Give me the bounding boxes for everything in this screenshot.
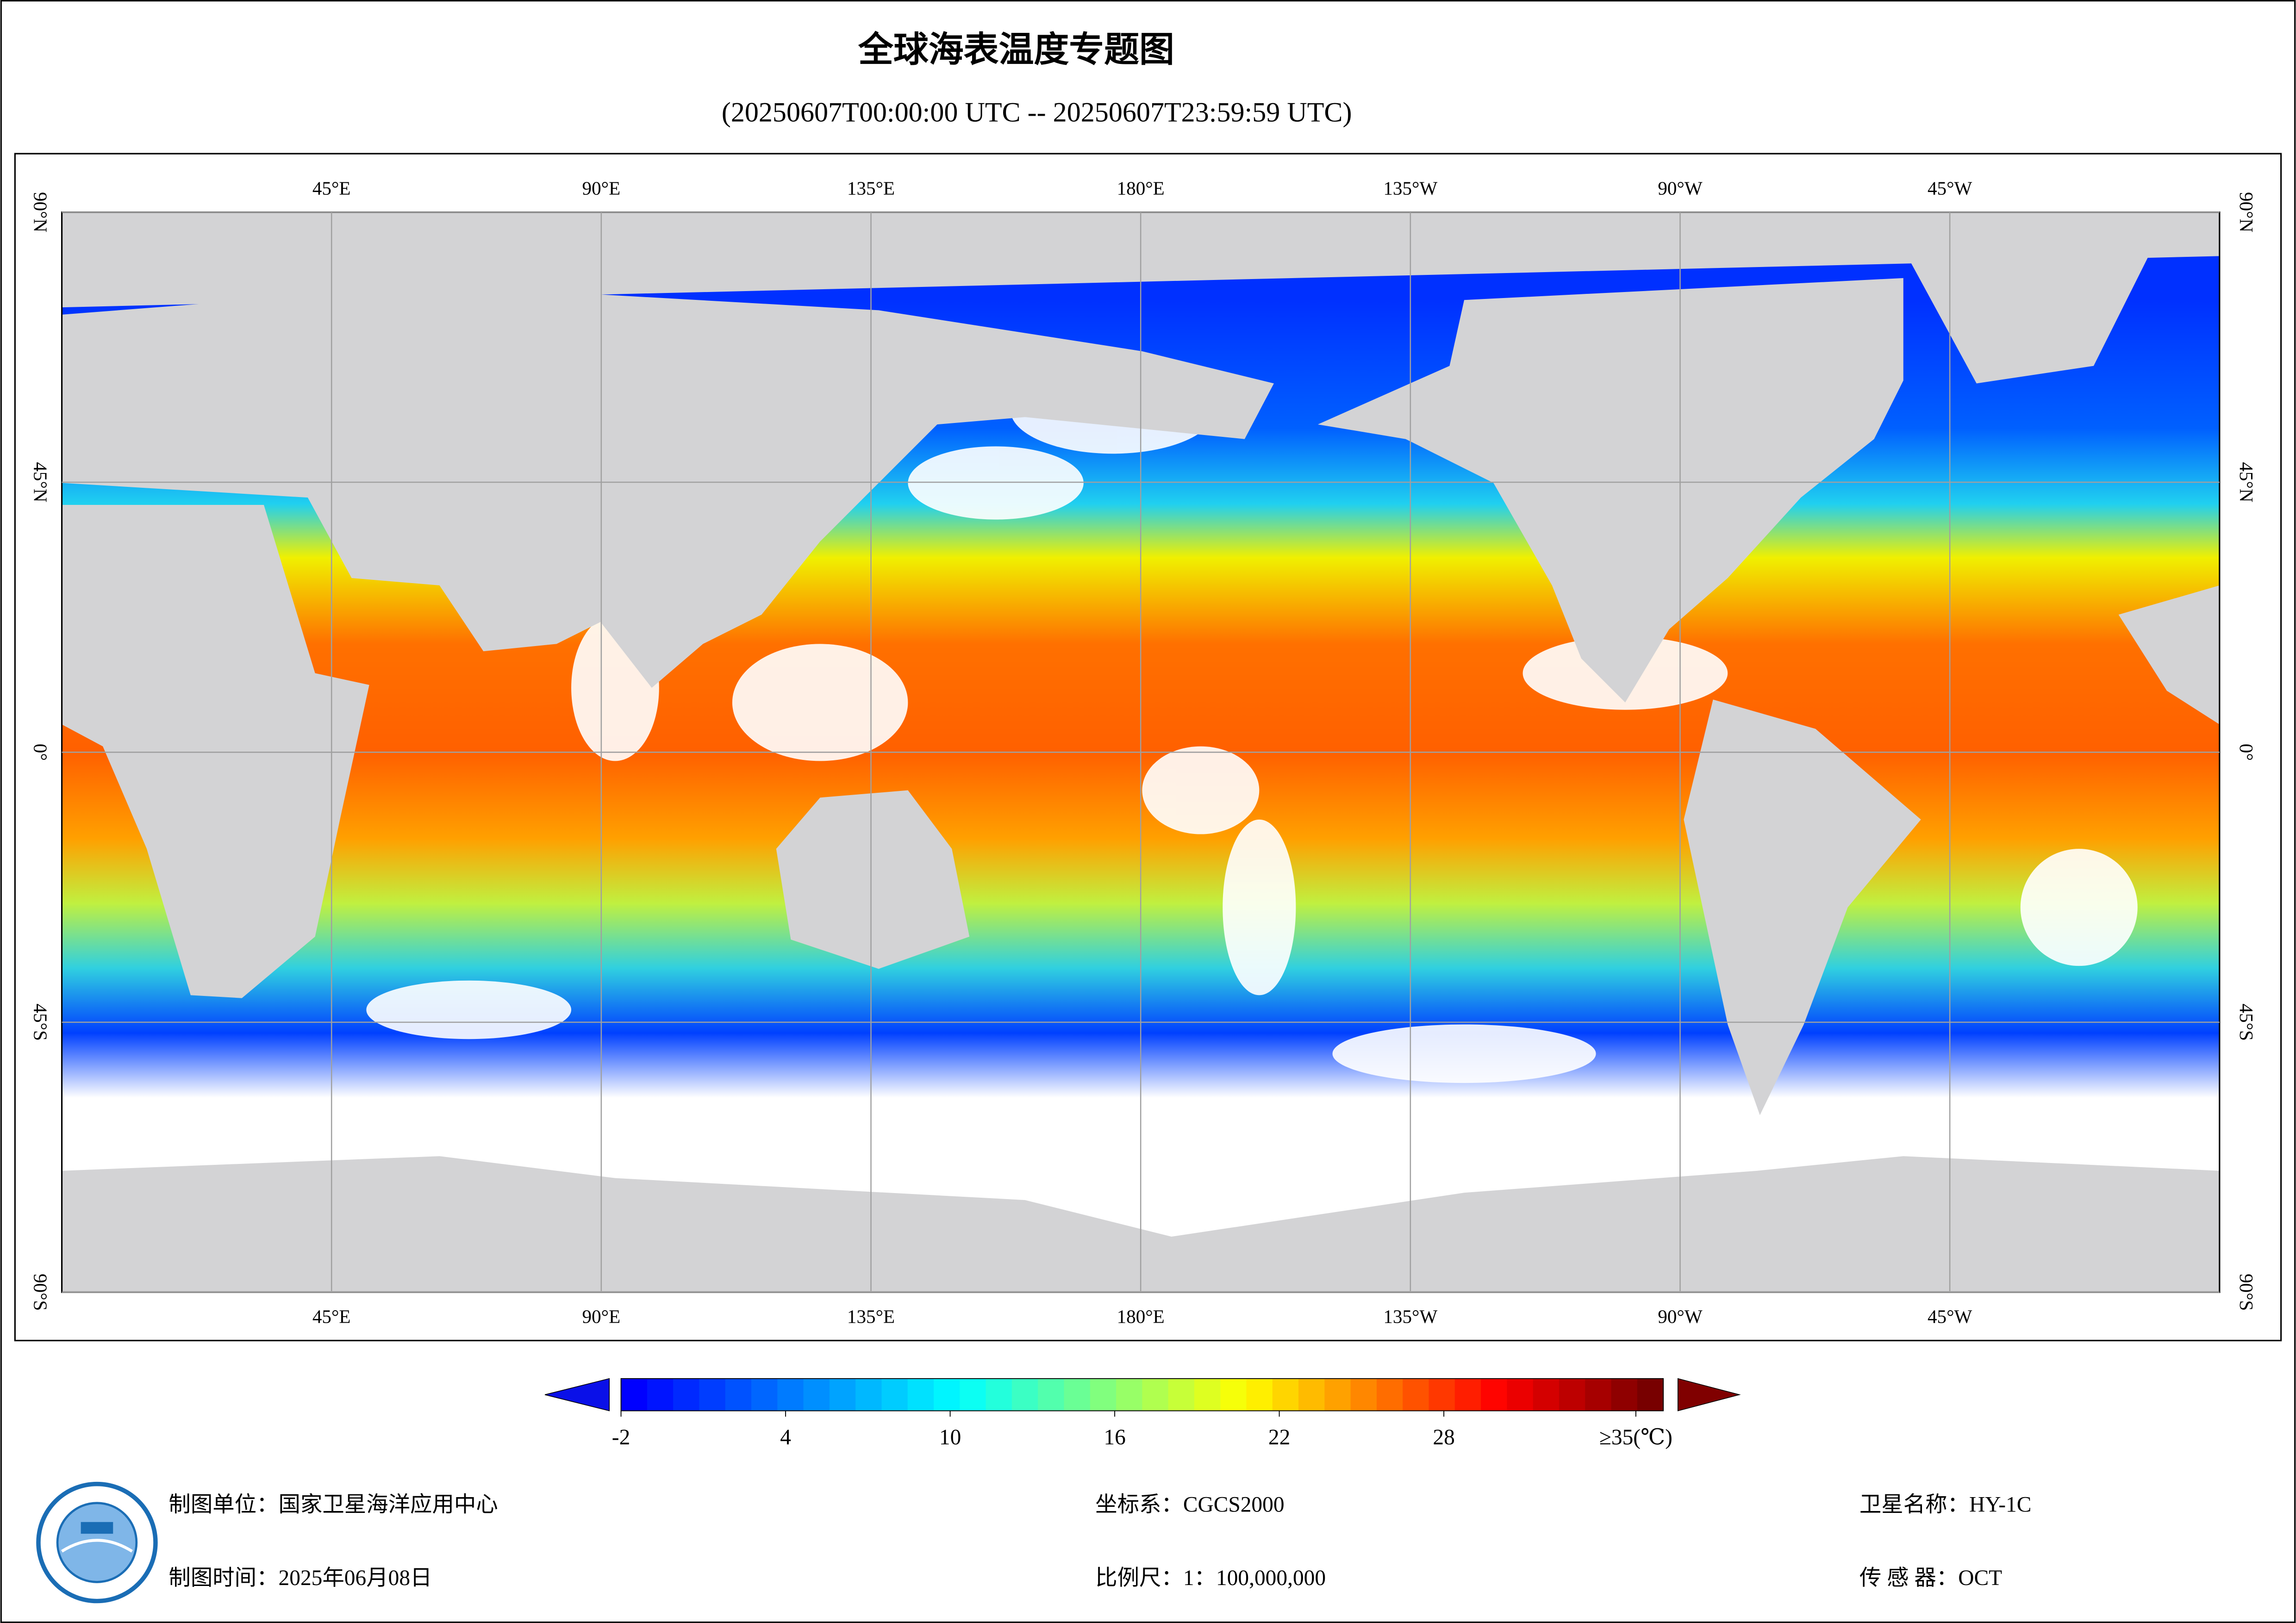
logo <box>36 1481 158 1604</box>
colorbar-step <box>1116 1378 1143 1411</box>
y-tick-label: 90°N <box>30 192 51 232</box>
colorbar-step <box>1090 1378 1117 1411</box>
colorbar-step <box>1559 1378 1586 1411</box>
y-tick-label: 45°S <box>2236 1004 2257 1041</box>
colorbar-tick-label: 22 <box>1268 1425 1290 1449</box>
colorbar-step <box>699 1378 726 1411</box>
colorbar-step <box>1429 1378 1455 1411</box>
y-tick-label: 90°N <box>2236 192 2257 232</box>
title: 全球海表温度专题图 <box>858 29 1174 70</box>
x-tick-label: 45°W <box>1928 178 1972 199</box>
y-tick-label: 45°N <box>2236 462 2257 502</box>
colorbar-tick-label: ≥35(℃) <box>1599 1425 1672 1449</box>
colorbar-step <box>647 1378 674 1411</box>
colorbar-border <box>620 1378 1664 1412</box>
colorbar-tick-label: 4 <box>780 1425 791 1449</box>
colorbar-step <box>803 1378 830 1411</box>
colorbar-tick-label: 28 <box>1433 1425 1454 1449</box>
y-tick-label: 90°S <box>30 1274 51 1311</box>
x-tick-label: 180°E <box>1117 178 1165 199</box>
footer-satellite: 卫星名称：HY-1C <box>1859 1493 2031 1517</box>
colorbar-step <box>1324 1378 1351 1411</box>
footer-time: 制图时间：2025年06月08日 <box>168 1566 432 1590</box>
colorbar-low-arrow <box>544 1378 610 1412</box>
colorbar-step <box>855 1378 882 1411</box>
colorbar-step <box>986 1378 1012 1411</box>
colorbar-step <box>934 1378 961 1411</box>
colorbar-step <box>1376 1378 1404 1411</box>
footer-crs: 坐标系：CGCS2000 <box>1095 1493 1284 1517</box>
colorbar-step <box>1194 1378 1221 1411</box>
x-tick-label: 135°E <box>847 1306 895 1327</box>
colorbar-step <box>1298 1378 1325 1411</box>
colorbar-step <box>1481 1378 1508 1411</box>
colorbar-step <box>751 1378 778 1411</box>
x-tick-label: 135°E <box>847 178 895 199</box>
x-tick-label: 180°E <box>1117 1306 1165 1327</box>
colorbar-step <box>1403 1378 1429 1411</box>
y-tick-label: 90°S <box>2236 1274 2257 1311</box>
colorbar-tick-label: 10 <box>939 1425 961 1449</box>
colorbar-step <box>1637 1378 1664 1411</box>
map-frame <box>14 153 2282 1342</box>
colorbar-step <box>1507 1378 1534 1411</box>
subtitle: (20250607T00:00:00 UTC -- 20250607T23:59… <box>722 96 1352 127</box>
colorbar-step <box>1064 1378 1091 1411</box>
x-tick-label: 45°W <box>1928 1306 1972 1327</box>
footer-scale: 比例尺：1：100,000,000 <box>1095 1566 1326 1590</box>
footer-sensor: 传 感 器：OCT <box>1859 1566 2002 1590</box>
colorbar-step <box>1246 1378 1273 1411</box>
colorbar-step <box>1168 1378 1195 1411</box>
colorbar <box>544 1378 1741 1412</box>
colorbar-step <box>1533 1378 1560 1411</box>
colorbar-step <box>1454 1378 1482 1411</box>
colorbar-step <box>725 1378 752 1411</box>
x-tick-label: 90°W <box>1658 1306 1703 1327</box>
x-tick-label: 90°E <box>582 1306 621 1327</box>
colorbar-step <box>1038 1378 1065 1411</box>
colorbar-step <box>881 1378 908 1411</box>
colorbar-step <box>1350 1378 1377 1411</box>
colorbar-step <box>1220 1378 1247 1411</box>
x-tick-label: 135°W <box>1383 1306 1437 1327</box>
x-tick-label: 90°E <box>582 178 621 199</box>
colorbar-step <box>1011 1378 1039 1411</box>
colorbar-step <box>777 1378 804 1411</box>
colorbar-step <box>1585 1378 1612 1411</box>
x-tick-label: 45°E <box>312 1306 351 1327</box>
colorbar-step <box>1142 1378 1169 1411</box>
y-tick-label: 45°N <box>30 462 51 502</box>
colorbar-step <box>673 1378 700 1411</box>
x-tick-label: 90°W <box>1658 178 1703 199</box>
y-tick-label: 0° <box>30 744 51 761</box>
colorbar-tick-label: 16 <box>1104 1425 1125 1449</box>
colorbar-step <box>621 1378 648 1411</box>
colorbar-step <box>1611 1378 1638 1411</box>
colorbar-step <box>960 1378 986 1411</box>
y-tick-label: 45°S <box>30 1004 51 1041</box>
colorbar-tick-label: -2 <box>612 1425 630 1449</box>
footer-unit: 制图单位：国家卫星海洋应用中心 <box>168 1493 498 1517</box>
x-tick-label: 135°W <box>1383 178 1437 199</box>
colorbar-step <box>1272 1378 1299 1411</box>
x-tick-label: 45°E <box>312 178 351 199</box>
colorbar-step <box>829 1378 856 1411</box>
colorbar-high-arrow <box>1677 1378 1741 1412</box>
colorbar-step <box>907 1378 934 1411</box>
y-tick-label: 0° <box>2236 744 2257 761</box>
